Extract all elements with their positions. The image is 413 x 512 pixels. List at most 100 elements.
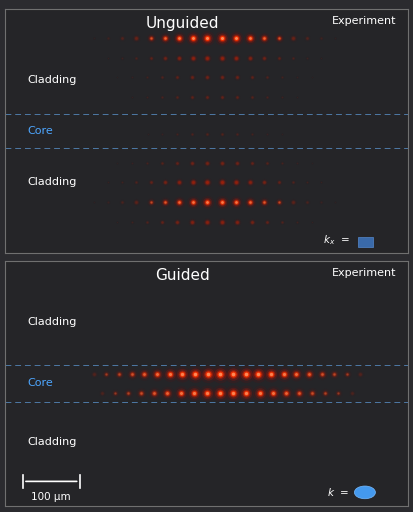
Point (332, 198, 339, 206)
Point (233, 34, 239, 42)
Point (247, 54, 254, 62)
Point (147, 178, 154, 186)
Point (218, 198, 225, 206)
Point (332, 34, 339, 42)
Point (144, 130, 151, 138)
Point (234, 159, 240, 167)
Point (190, 198, 197, 206)
Point (144, 93, 150, 101)
Point (144, 159, 150, 167)
Point (204, 178, 211, 186)
Point (104, 178, 111, 186)
Point (128, 73, 135, 81)
Point (176, 34, 182, 42)
Point (138, 389, 145, 397)
Point (128, 159, 135, 167)
Point (159, 93, 165, 101)
Point (304, 54, 310, 62)
Point (280, 370, 287, 378)
Point (234, 130, 240, 138)
Point (190, 54, 197, 62)
Point (255, 370, 261, 378)
Point (294, 93, 301, 101)
Point (230, 389, 237, 397)
Point (294, 73, 301, 81)
Point (309, 73, 316, 81)
Point (249, 130, 255, 138)
Point (218, 54, 225, 62)
Point (176, 34, 182, 42)
Point (133, 54, 140, 62)
Point (133, 54, 140, 62)
Point (344, 370, 350, 378)
Point (119, 34, 126, 42)
Point (219, 218, 225, 226)
Point (335, 389, 342, 397)
Point (114, 73, 120, 81)
Point (318, 198, 325, 206)
Point (190, 198, 197, 206)
Point (255, 370, 261, 378)
Point (309, 159, 316, 167)
Point (256, 389, 263, 397)
Point (179, 370, 185, 378)
Point (234, 93, 240, 101)
Point (125, 389, 131, 397)
Point (119, 54, 126, 62)
Point (204, 73, 210, 81)
Point (204, 93, 210, 101)
Point (318, 178, 325, 186)
Point (217, 389, 223, 397)
Point (293, 370, 300, 378)
Point (164, 389, 171, 397)
Point (119, 54, 126, 62)
Point (161, 54, 168, 62)
Point (189, 130, 195, 138)
Point (275, 178, 282, 186)
Point (204, 54, 211, 62)
Point (282, 389, 289, 397)
Point (290, 198, 296, 206)
Point (230, 389, 237, 397)
Point (112, 389, 118, 397)
Point (261, 34, 268, 42)
Point (159, 130, 166, 138)
Point (219, 93, 225, 101)
Point (133, 198, 140, 206)
Point (190, 389, 197, 397)
Point (296, 389, 302, 397)
Point (159, 159, 165, 167)
Point (176, 54, 182, 62)
Point (144, 218, 150, 226)
Point (348, 389, 355, 397)
Point (189, 218, 195, 226)
Point (204, 34, 211, 42)
Point (218, 198, 225, 206)
Point (309, 73, 316, 81)
Point (133, 198, 140, 206)
Point (90, 198, 97, 206)
Point (189, 73, 195, 81)
Point (161, 54, 168, 62)
Point (192, 370, 198, 378)
Point (179, 370, 185, 378)
Point (159, 159, 165, 167)
Point (133, 34, 140, 42)
Point (296, 389, 302, 397)
Point (293, 370, 300, 378)
Point (141, 370, 147, 378)
Point (189, 93, 195, 101)
Point (309, 159, 316, 167)
Point (243, 389, 250, 397)
Point (128, 93, 135, 101)
Point (243, 389, 250, 397)
Point (344, 370, 350, 378)
Point (204, 370, 211, 378)
Point (147, 34, 154, 42)
Point (144, 159, 150, 167)
Point (309, 389, 316, 397)
Point (176, 178, 182, 186)
Point (290, 54, 296, 62)
Point (159, 93, 165, 101)
Text: Core: Core (27, 126, 53, 136)
